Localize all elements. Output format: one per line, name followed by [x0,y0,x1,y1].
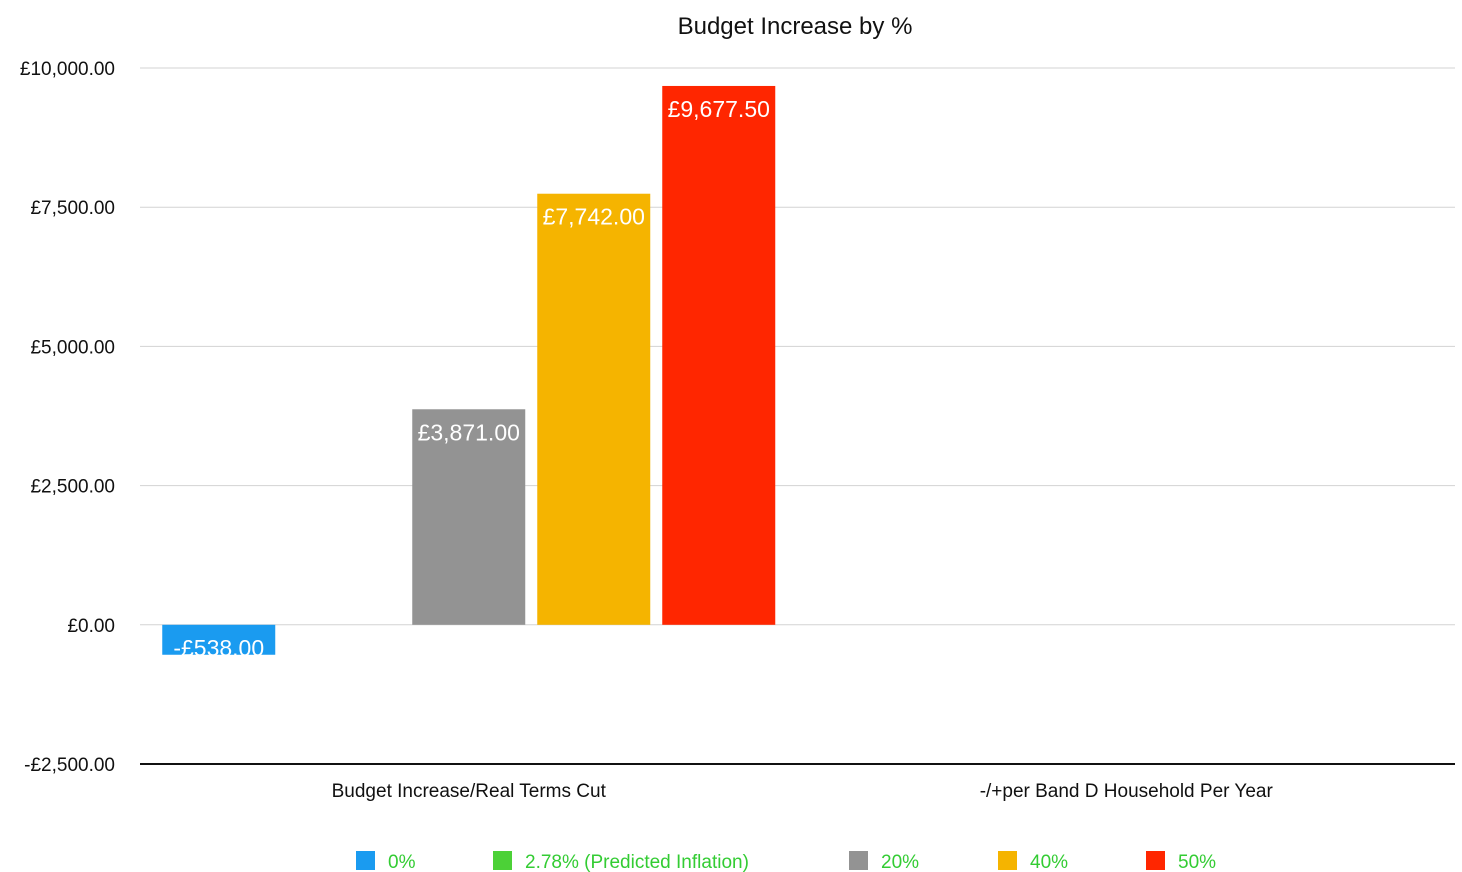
bars [162,85,776,655]
bar [662,85,776,625]
legend-swatch [1146,851,1165,870]
legend-swatch [998,851,1017,870]
y-tick-label: -£2,500.00 [24,755,115,776]
y-tick-label: £2,500.00 [30,477,115,498]
x-tick-label: Budget Increase/Real Terms Cut [332,781,607,802]
legend-label: 50% [1178,852,1216,872]
data-label: £9,677.50 [668,96,770,122]
data-label: -£538.00 [173,635,264,661]
bar [537,193,651,625]
y-tick-label: £7,500.00 [30,198,115,219]
bar [162,624,276,655]
y-axis: £10,000.00 £7,500.00 £5,000.00 £2,500.00 £0.… [20,59,115,776]
gridlines [140,67,1455,765]
legend-swatch [493,851,512,870]
y-tick-label: £10,000.00 [20,59,115,80]
legend-label: 40% [1030,852,1068,872]
legend-label: 2.78% (Predicted Inflation) [525,852,749,872]
legend-label: 0% [388,852,416,872]
legend-swatch [849,851,868,870]
x-axis: Budget Increase/Real Terms Cut -/+per Ban… [332,781,1274,802]
chart-title: Budget Increase by % [678,13,913,40]
legend-swatch [356,851,375,870]
x-tick-label: -/+per Band D Household Per Year [980,781,1274,802]
legend-label: 20% [881,852,919,872]
data-label: £3,871.00 [418,419,520,445]
y-tick-label: £5,000.00 [30,337,115,358]
data-label: £7,742.00 [543,204,645,230]
y-tick-label: £0.00 [67,616,115,637]
data-labels: -£538.00 £3,871.00 £7,742.00 £9,677.50 [173,96,770,661]
legend: 0% 2.78% (Predicted Inflation) 20% 40% 50% [356,851,1216,872]
bar [412,409,526,625]
